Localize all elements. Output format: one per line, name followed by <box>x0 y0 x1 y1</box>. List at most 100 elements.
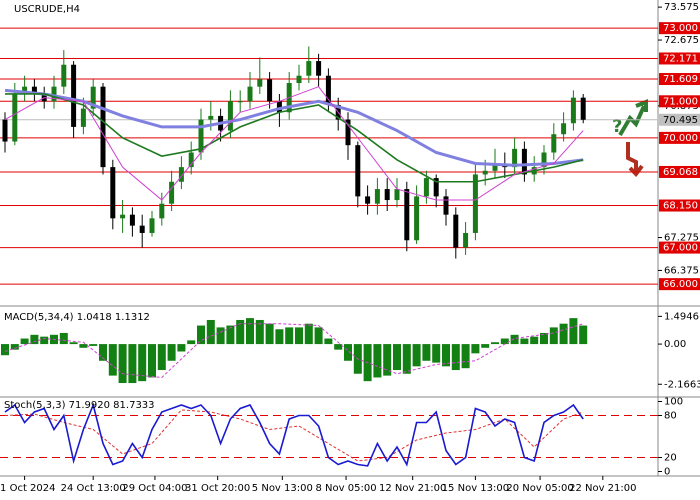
candle-body <box>2 119 8 142</box>
candle-body <box>394 189 400 201</box>
macd-bar <box>1 344 9 356</box>
macd-bar <box>500 338 509 345</box>
level-label: 71.609 <box>663 74 698 85</box>
macd-bar <box>108 344 117 376</box>
candle-body <box>208 115 214 120</box>
candle-body <box>149 218 155 233</box>
macd-bar <box>118 344 127 384</box>
candle-body <box>453 214 459 248</box>
macd-bar <box>412 344 421 367</box>
candle-body <box>365 196 371 204</box>
level-label-bg <box>659 52 700 65</box>
candle-body <box>374 189 380 204</box>
candle-body <box>512 148 518 168</box>
macd-bar <box>79 344 88 348</box>
macd-bar <box>275 329 284 345</box>
level-label-bg <box>659 95 700 108</box>
candle-body <box>325 75 331 105</box>
macd-bar <box>20 338 29 345</box>
macd-bar <box>314 327 323 345</box>
macd-bar <box>246 318 254 345</box>
macd-bar <box>128 344 137 384</box>
current-price-bg <box>659 113 700 126</box>
macd-bar <box>334 344 343 350</box>
macd-bar <box>167 344 176 361</box>
x-tick-label: 24 Oct 13:00 <box>61 483 126 494</box>
x-tick-label: 29 Oct 04:00 <box>122 483 187 494</box>
candle-body <box>71 64 77 127</box>
level-label-bg <box>659 73 700 86</box>
candle-body <box>482 170 488 175</box>
y-tick-label: 20 <box>664 453 677 464</box>
candle-body <box>267 79 273 102</box>
macd-bar <box>295 327 303 345</box>
candle-body <box>433 178 439 197</box>
macd-bar <box>510 334 519 345</box>
candle-body <box>139 225 145 233</box>
x-tick-label: 5 Nov 13:00 <box>252 483 313 494</box>
macd-bar <box>442 344 450 367</box>
level-label: 72.171 <box>663 53 698 64</box>
macd-bar <box>197 325 205 345</box>
candle-body <box>306 61 312 76</box>
candle-body <box>316 61 322 76</box>
question-icon: ? <box>612 116 622 137</box>
x-tick-label: 8 Nov 05:00 <box>316 483 377 494</box>
current-price-label: 70.495 <box>663 115 698 126</box>
up-arrow <box>618 105 646 137</box>
level-label: 66.000 <box>663 279 698 290</box>
macd-bar <box>138 344 147 382</box>
y-tick-label: 67.275 <box>664 233 699 244</box>
level-label-bg <box>659 241 700 254</box>
candle-body <box>561 123 567 135</box>
moving-average <box>5 93 584 183</box>
x-tick-label: 15 Nov 13:00 <box>442 483 509 494</box>
candle-body <box>169 181 175 204</box>
level-label: 69.068 <box>663 167 698 178</box>
macd-bar <box>285 327 294 345</box>
macd-bar <box>265 323 274 345</box>
candle-body <box>423 178 429 197</box>
macd-bar <box>226 325 235 345</box>
candle-body <box>257 79 263 87</box>
level-label-bg <box>659 165 700 178</box>
x-tick-label: 12 Nov 21:00 <box>379 483 446 494</box>
macd-bar <box>471 344 480 354</box>
candle-body <box>276 101 282 113</box>
macd-bar <box>324 338 333 345</box>
candle-body <box>443 196 449 215</box>
candle-body <box>90 86 96 109</box>
stoch-line <box>4 402 584 467</box>
candle-body <box>521 148 527 175</box>
candle-body <box>384 189 390 201</box>
stoch-title: Stoch(5,3,3) 71.9920 81.7333 <box>4 400 155 411</box>
candle-body <box>12 93 18 142</box>
moving-average <box>4 86 584 201</box>
level-label: 73.000 <box>663 23 698 34</box>
x-tick-label: 20 Nov 05:00 <box>506 483 573 494</box>
macd-bar <box>402 344 411 374</box>
macd-bar <box>559 323 568 345</box>
candle-body <box>61 64 67 87</box>
macd-bar <box>530 336 539 345</box>
candle-body <box>22 86 28 94</box>
candle-body <box>551 134 557 153</box>
macd-bar <box>40 336 49 345</box>
level-label: 67.000 <box>663 243 698 254</box>
macd-bar <box>451 344 460 371</box>
candle-body <box>159 203 165 219</box>
macd-bar <box>69 342 78 345</box>
up-arrow-head <box>635 99 648 112</box>
candle-body <box>414 196 420 241</box>
candle-body <box>31 86 37 94</box>
candle-body <box>110 167 116 219</box>
candle-body <box>100 86 106 168</box>
macd-bar <box>304 323 313 345</box>
y-tick-label: 73.575 <box>664 2 699 13</box>
candle-body <box>178 167 184 182</box>
y-tick-label: -2.1663 <box>664 379 700 390</box>
macd-bar <box>579 325 588 345</box>
macd-bar <box>383 344 392 376</box>
